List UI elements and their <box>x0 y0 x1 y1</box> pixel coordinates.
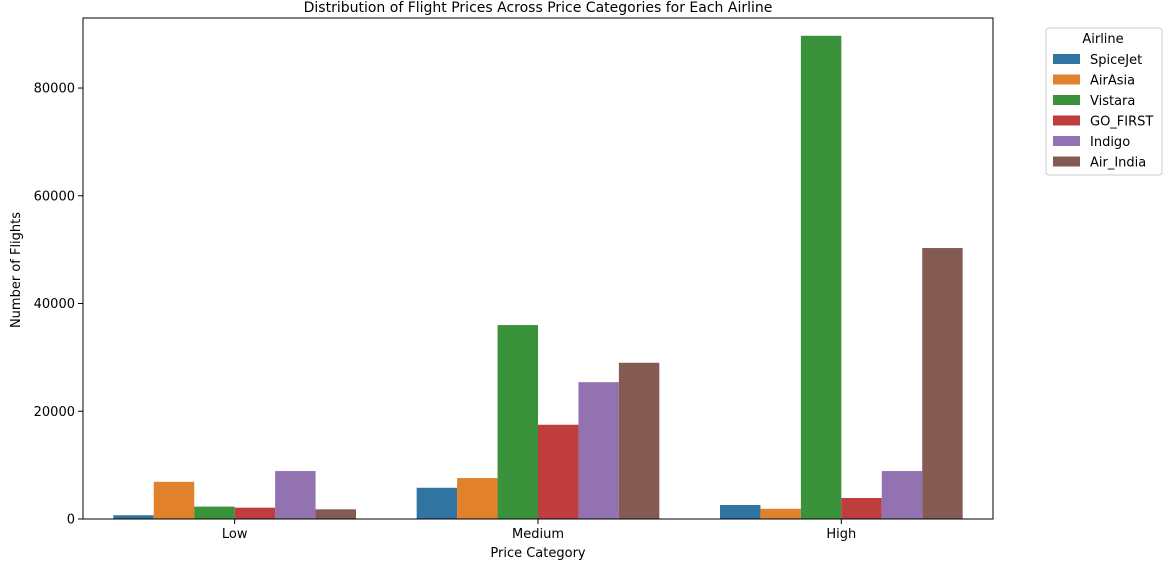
legend-item-label: Indigo <box>1090 135 1130 150</box>
legend-swatch <box>1053 136 1080 146</box>
y-tick-label: 80000 <box>34 82 75 97</box>
bar-vistara-medium <box>497 325 538 519</box>
legend-swatch <box>1053 115 1080 126</box>
bar-vistara-low <box>194 506 235 519</box>
legend-swatch <box>1053 54 1080 64</box>
legend-item-label: SpiceJet <box>1090 53 1142 68</box>
bar-indigo-low <box>275 471 316 519</box>
legend-item-label: GO_FIRST <box>1090 115 1153 130</box>
bar-indigo-medium <box>578 382 619 519</box>
x-tick-label: High <box>826 527 856 542</box>
bar-indigo-high <box>881 471 923 519</box>
bar-air-india-low <box>315 509 356 519</box>
bar-air-india-high <box>922 248 963 519</box>
y-tick-label: 40000 <box>34 297 75 312</box>
bar-go-first-low <box>234 507 276 519</box>
y-axis: 0 20000 40000 60000 80000 <box>34 82 83 528</box>
y-tick-label: 0 <box>67 513 75 528</box>
bar-go-first-high <box>841 497 882 519</box>
legend-item-label: Vistara <box>1090 94 1135 109</box>
y-tick-label: 60000 <box>34 189 75 204</box>
legend-swatch <box>1053 95 1080 105</box>
bar-air-india-medium <box>618 362 660 519</box>
legend-title: Airline <box>1082 32 1123 47</box>
x-axis: Low Medium High <box>222 519 856 542</box>
bar-spicejet-high <box>720 504 761 519</box>
legend-swatch <box>1053 74 1080 85</box>
chart-title: Distribution of Flight Prices Across Pri… <box>304 0 773 16</box>
bar-airasia-low <box>153 481 195 519</box>
x-tick-label: Medium <box>512 527 564 542</box>
legend: Airline SpiceJet AirAsia Vistara GO_FIRST In… <box>1045 27 1163 176</box>
bar-airasia-high <box>760 508 801 519</box>
x-axis-label: Price Category <box>490 546 586 561</box>
bar-spicejet-medium <box>416 487 458 519</box>
legend-item-label: AirAsia <box>1090 74 1135 89</box>
bar-spicejet-low <box>113 515 154 519</box>
y-tick-label: 20000 <box>34 405 75 420</box>
legend-swatch <box>1053 156 1080 167</box>
x-tick-label: Low <box>222 527 248 542</box>
legend-item-label: Air_India <box>1090 156 1146 171</box>
y-axis-label: Number of Flights <box>9 212 24 328</box>
bar-vistara-high <box>800 35 842 520</box>
bar-airasia-medium <box>457 478 498 519</box>
bar-go-first-medium <box>538 424 579 519</box>
plot-area <box>113 35 963 520</box>
